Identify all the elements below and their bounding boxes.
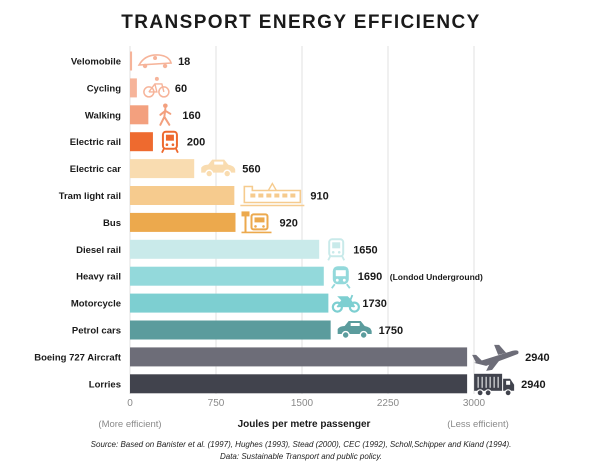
category-label: Velomobile xyxy=(71,57,121,68)
value-note: (Londod Underground) xyxy=(390,272,483,282)
motorcycle-icon xyxy=(331,294,360,313)
car-icon xyxy=(201,159,236,178)
truck-icon xyxy=(474,373,515,397)
value-label: 18 xyxy=(178,56,190,68)
bar xyxy=(130,320,331,340)
x-tick-label: 3000 xyxy=(463,398,486,409)
bar xyxy=(130,159,195,179)
axis-note-more-efficient: (More efficient) xyxy=(98,419,161,430)
value-label: 2940 xyxy=(521,379,545,391)
airplane-icon xyxy=(472,344,519,371)
train-icon xyxy=(161,130,179,154)
x-tick-label: 2250 xyxy=(377,398,400,409)
value-label: 1650 xyxy=(353,244,377,256)
category-label: Diesel rail xyxy=(76,245,121,256)
value-label: 1730 xyxy=(362,298,386,310)
bar xyxy=(130,293,329,313)
axis-note-less-efficient: (Less efficient) xyxy=(447,419,509,430)
category-label: Tram light rail xyxy=(59,191,121,202)
category-label: Boeing 727 Aircraft xyxy=(34,352,122,363)
value-label: 560 xyxy=(242,164,260,176)
category-label: Electric car xyxy=(70,164,122,175)
value-label: 1750 xyxy=(379,325,403,337)
bar xyxy=(130,51,133,71)
bar xyxy=(130,105,149,125)
bar xyxy=(130,132,153,152)
train-icon xyxy=(327,238,346,261)
chart-title: TRANSPORT ENERGY EFFICIENCY xyxy=(121,12,481,33)
source-note: Source: Based on Banister et al. (1997),… xyxy=(90,440,512,449)
car-icon xyxy=(337,321,372,340)
value-label: 920 xyxy=(279,217,297,229)
metro-icon xyxy=(331,266,351,289)
bar xyxy=(130,374,468,394)
walking-person-icon xyxy=(159,103,172,126)
value-label: 160 xyxy=(182,110,200,122)
value-label: 200 xyxy=(187,137,205,149)
data-note: Data: Sustainable Transport and public p… xyxy=(219,452,382,461)
category-label: Electric rail xyxy=(70,137,121,148)
bar xyxy=(130,239,320,259)
x-tick-label: 1500 xyxy=(291,398,314,409)
category-label: Petrol cars xyxy=(72,326,121,337)
category-label: Cycling xyxy=(87,83,122,94)
category-label: Lorries xyxy=(89,379,121,390)
bar xyxy=(130,186,235,205)
bicycle-icon xyxy=(143,76,170,98)
bar xyxy=(130,212,236,232)
value-label: 60 xyxy=(175,83,187,95)
value-label: 2940 xyxy=(525,352,549,364)
value-label: 910 xyxy=(310,191,328,203)
bar xyxy=(130,78,137,98)
bars: Velomobile 18 Cycling 60 Walking 160 Electric … xyxy=(34,51,550,397)
category-label: Walking xyxy=(85,110,121,121)
value-label: 1690 xyxy=(358,271,382,283)
bus-stop-icon xyxy=(241,211,272,234)
tram-icon xyxy=(240,182,305,207)
x-tick-label: 0 xyxy=(127,398,133,409)
x-axis-title: Joules per metre passenger xyxy=(238,419,371,430)
category-label: Bus xyxy=(103,218,121,229)
category-label: Heavy rail xyxy=(76,272,121,283)
x-tick-label: 750 xyxy=(208,398,225,409)
bar xyxy=(130,347,468,367)
bar xyxy=(130,266,324,286)
category-label: Motorcycle xyxy=(71,299,121,310)
x-axis: 0 750 1500 2250 3000 Joules per metre passeng… xyxy=(98,398,508,430)
velomobile-icon xyxy=(137,54,173,69)
